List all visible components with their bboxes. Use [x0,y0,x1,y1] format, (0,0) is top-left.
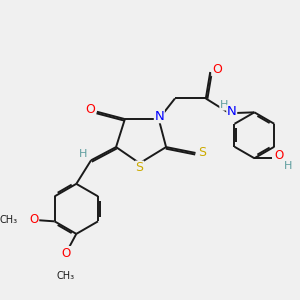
Text: N: N [227,105,237,118]
Text: O: O [61,247,70,260]
Text: O: O [29,213,39,226]
Text: N: N [154,110,164,123]
Text: H: H [284,161,292,172]
Text: S: S [136,161,144,174]
Text: O: O [85,103,95,116]
Text: O: O [212,63,222,76]
Text: O: O [274,149,283,162]
Text: CH₃: CH₃ [57,271,75,281]
Text: H: H [79,149,87,159]
Text: S: S [198,146,206,159]
Text: CH₃: CH₃ [0,215,18,225]
Text: H: H [220,100,228,110]
